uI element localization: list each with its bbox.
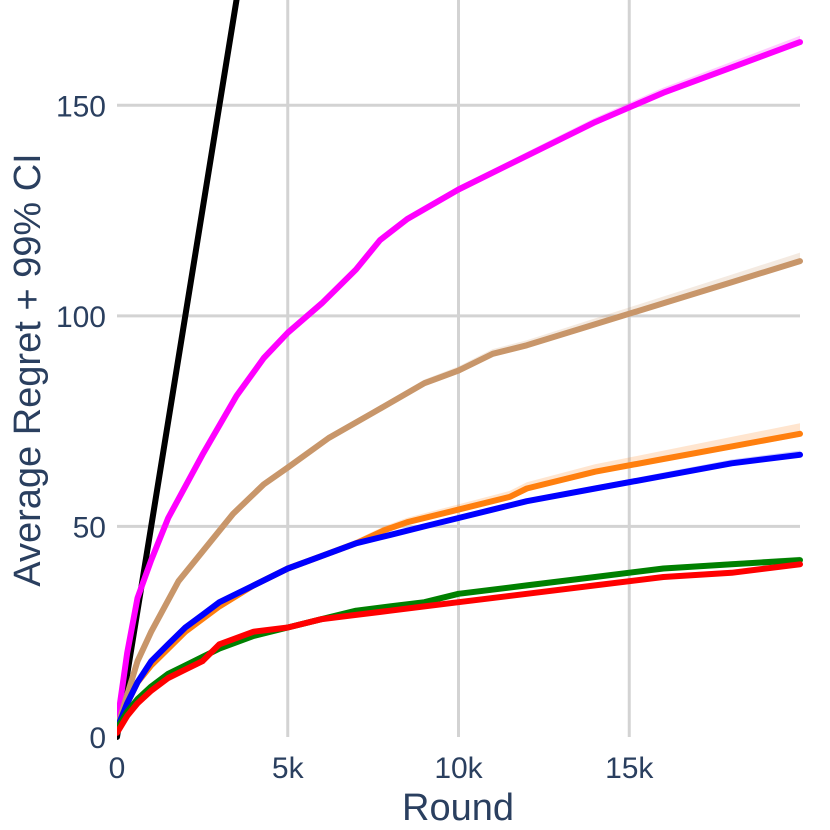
x-tick-label: 15k [605, 752, 654, 785]
y-tick-label: 100 [56, 301, 106, 334]
x-axis-ticks: 0 5k 10k 15k [109, 752, 655, 785]
y-axis-title: Average Regret + 99% CI [7, 153, 49, 586]
y-tick-label: 50 [73, 511, 106, 544]
x-tick-label: 5k [272, 752, 305, 785]
x-tick-label: 0 [109, 752, 126, 785]
grid-lines [117, 0, 800, 737]
y-axis-ticks: 0 50 100 150 [56, 90, 106, 755]
series-1-line [117, 39, 803, 728]
series-4-line [117, 451, 803, 732]
plot-area [117, 0, 803, 740]
x-tick-label: 10k [434, 752, 483, 785]
series-2-line [117, 258, 803, 732]
series-6-line [117, 561, 803, 736]
x-axis-title: Round [402, 787, 514, 829]
y-tick-label: 0 [89, 722, 106, 755]
y-tick-label: 150 [56, 90, 106, 123]
